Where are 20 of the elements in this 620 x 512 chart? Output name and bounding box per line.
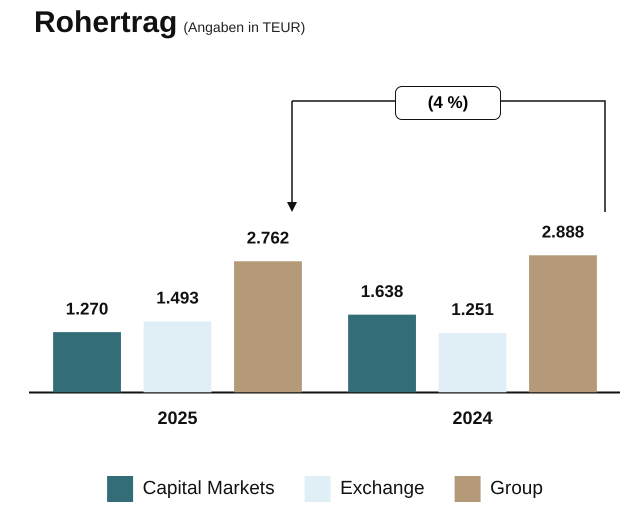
x-tick-label: 2025 [157,408,198,428]
data-label: 1.638 [360,282,404,301]
data-label: 1.493 [156,288,199,308]
bar [529,255,597,392]
data-label: 2.888 [542,222,584,242]
legend-label: Capital Markets [142,478,275,500]
data-label: 1.270 [66,299,108,318]
data-label: 1.251 [451,300,494,320]
x-tick-label: 2024 [452,408,493,428]
bar [53,332,121,392]
data-label: 2.762 [246,228,290,248]
legend-label: Group [490,478,543,500]
text: (4 %) [395,86,501,120]
bar [234,261,302,392]
chart-subtitle: (Angaben in TEUR) [183,19,306,35]
bar [144,322,212,392]
legend-label: Exchange [340,478,425,500]
bar [348,314,416,392]
bar [438,332,506,392]
chart-title: Rohertrag [34,6,178,39]
